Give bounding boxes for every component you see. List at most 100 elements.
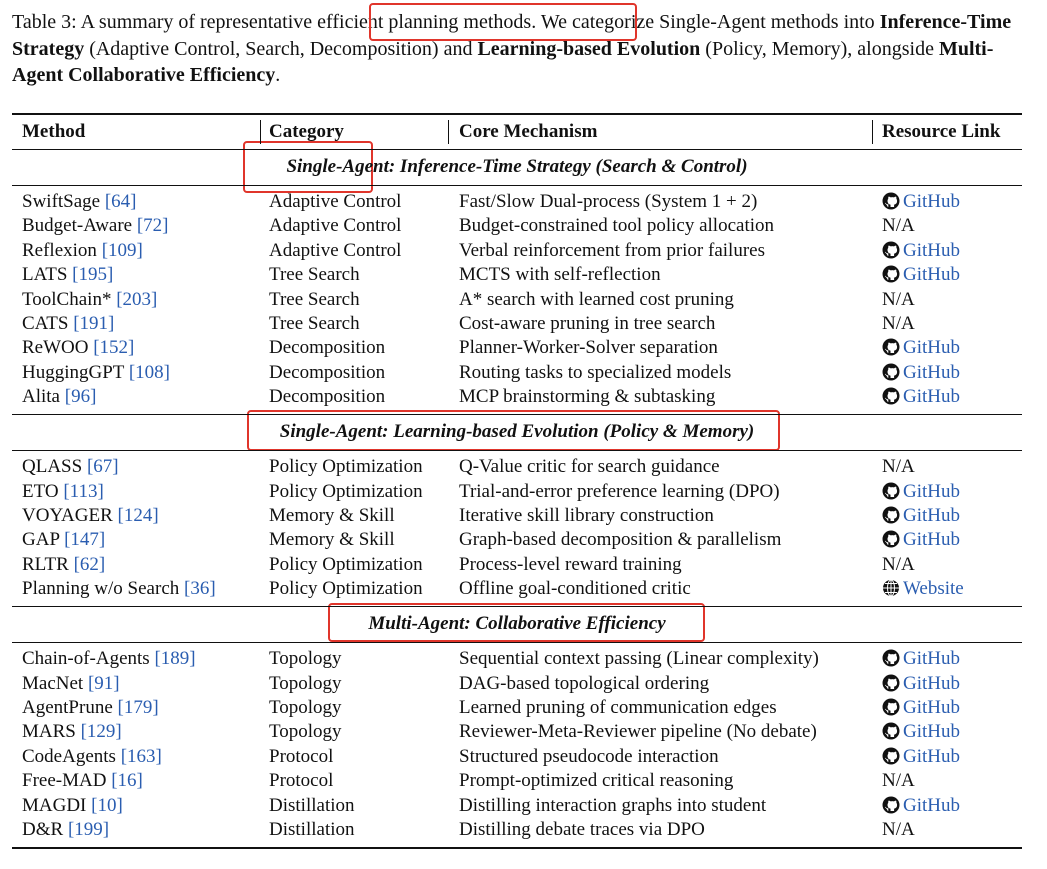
column-separator	[260, 120, 261, 144]
caption-bold: Inference-Time Strategy	[12, 11, 1012, 60]
method-cell: Planning w/o Search [36]	[22, 578, 216, 600]
table-rule	[12, 642, 1022, 644]
table-rule	[12, 414, 1022, 416]
category-cell: Distillation	[269, 794, 355, 816]
category-cell: Policy Optimization	[269, 456, 423, 478]
category-cell: Topology	[269, 648, 342, 670]
github-icon	[882, 796, 900, 814]
resource-link[interactable]: GitHub	[903, 721, 960, 743]
method-cell: D&R [199]	[22, 819, 109, 841]
link-cell: GitHub	[882, 648, 960, 670]
link-cell: GitHub	[882, 386, 960, 408]
mechanism-cell: Planner-Worker-Solver separation	[459, 337, 718, 359]
resource-link[interactable]: GitHub	[903, 239, 960, 261]
method-name: Alita	[22, 386, 60, 408]
resource-link[interactable]: GitHub	[903, 264, 960, 286]
citation: [108]	[128, 361, 170, 383]
resource-link: N/A	[882, 313, 915, 334]
link-cell: N/A	[882, 289, 915, 311]
resource-link[interactable]: Website	[903, 578, 964, 600]
mechanism-cell: Reviewer-Meta-Reviewer pipeline (No deba…	[459, 721, 817, 743]
link-cell: GitHub	[882, 721, 960, 743]
resource-link[interactable]: GitHub	[903, 745, 960, 767]
method-name: MAGDI	[22, 794, 87, 816]
resource-link[interactable]: GitHub	[903, 697, 960, 718]
link-cell: GitHub	[882, 697, 960, 719]
resource-link[interactable]: GitHub	[903, 648, 960, 670]
method-name: SwiftSage	[22, 191, 101, 212]
github-icon	[882, 674, 900, 692]
citation: [124]	[117, 505, 159, 526]
resource-link[interactable]: GitHub	[903, 672, 960, 694]
method-cell: VOYAGER [124]	[22, 505, 159, 527]
category-cell: Memory & Skill	[269, 529, 395, 551]
method-cell: MARS [129]	[22, 721, 122, 743]
method-name: ETO	[22, 480, 59, 502]
mechanism-cell: Verbal reinforcement from prior failures	[459, 239, 765, 261]
link-cell: GitHub	[882, 746, 960, 768]
method-name: ToolChain*	[22, 288, 112, 310]
citation: [113]	[63, 480, 104, 502]
category-cell: Protocol	[269, 745, 334, 767]
github-icon	[882, 722, 900, 740]
category-cell: Adaptive Control	[269, 239, 402, 261]
section-title: Multi-Agent: Collaborative Efficiency	[368, 613, 666, 635]
link-cell: N/A	[882, 456, 915, 478]
resource-link[interactable]: GitHub	[903, 505, 960, 526]
section-title: Single-Agent: Inference-Time Strategy (S…	[286, 156, 748, 177]
resource-link[interactable]: GitHub	[903, 361, 960, 383]
column-header: Core Mechanism	[459, 121, 598, 142]
resource-link[interactable]: GitHub	[903, 794, 960, 816]
github-icon	[882, 747, 900, 765]
caption-text: (Adaptive Control, Search, Decomposition…	[84, 37, 478, 60]
citation: [96]	[64, 386, 97, 408]
method-cell: CodeAgents [163]	[22, 746, 162, 768]
mechanism-cell: Cost-aware pruning in tree search	[459, 313, 716, 334]
link-cell: N/A	[882, 819, 915, 841]
resource-link[interactable]: GitHub	[903, 386, 960, 408]
mechanism-cell: Distilling interaction graphs into stude…	[459, 794, 767, 816]
method-cell: Budget-Aware [72]	[22, 215, 169, 237]
method-name: ReWOO	[22, 337, 89, 359]
method-name: CATS	[22, 313, 69, 334]
caption-bold: Learning-based Evolution	[477, 37, 701, 60]
category-cell: Adaptive Control	[269, 215, 402, 237]
link-cell: N/A	[882, 313, 915, 335]
mechanism-cell: Q-Value critic for search guidance	[459, 456, 720, 478]
mechanism-cell: Offline goal-conditioned critic	[459, 578, 691, 600]
resource-link[interactable]: GitHub	[903, 337, 960, 359]
citation: [191]	[73, 313, 115, 334]
citation: [16]	[111, 770, 143, 792]
link-cell: GitHub	[882, 362, 960, 384]
citation: [203]	[116, 288, 158, 310]
method-name: GAP	[22, 529, 60, 551]
resource-link: N/A	[882, 456, 915, 478]
link-cell: GitHub	[882, 337, 960, 359]
resource-link[interactable]: GitHub	[903, 480, 960, 502]
method-cell: MacNet [91]	[22, 673, 120, 695]
github-icon	[882, 363, 900, 381]
resource-link: N/A	[882, 819, 915, 840]
method-name: QLASS	[22, 456, 83, 478]
category-cell: Policy Optimization	[269, 553, 423, 575]
category-cell: Tree Search	[269, 313, 360, 334]
method-cell: ETO [113]	[22, 481, 104, 503]
resource-link[interactable]: GitHub	[903, 191, 960, 212]
category-cell: Memory & Skill	[269, 505, 395, 526]
caption-text: .	[275, 64, 281, 86]
github-icon	[882, 387, 900, 405]
citation: [147]	[64, 529, 106, 551]
caption-bold: Multi-Agent Collaborative Efficiency	[12, 37, 994, 87]
method-cell: AgentPrune [179]	[22, 697, 159, 719]
highlight-box	[369, 3, 637, 41]
method-cell: MAGDI [10]	[22, 795, 123, 817]
citation: [152]	[93, 337, 135, 359]
method-cell: Chain-of-Agents [189]	[22, 648, 196, 670]
mechanism-cell: A* search with learned cost pruning	[459, 288, 734, 310]
link-cell: GitHub	[882, 529, 960, 551]
mechanism-cell: MCTS with self-reflection	[459, 264, 661, 286]
resource-link[interactable]: GitHub	[903, 529, 960, 551]
citation: [36]	[184, 578, 216, 600]
link-cell: GitHub	[882, 481, 960, 503]
section-title: Single-Agent: Learning-based Evolution (…	[279, 421, 755, 443]
